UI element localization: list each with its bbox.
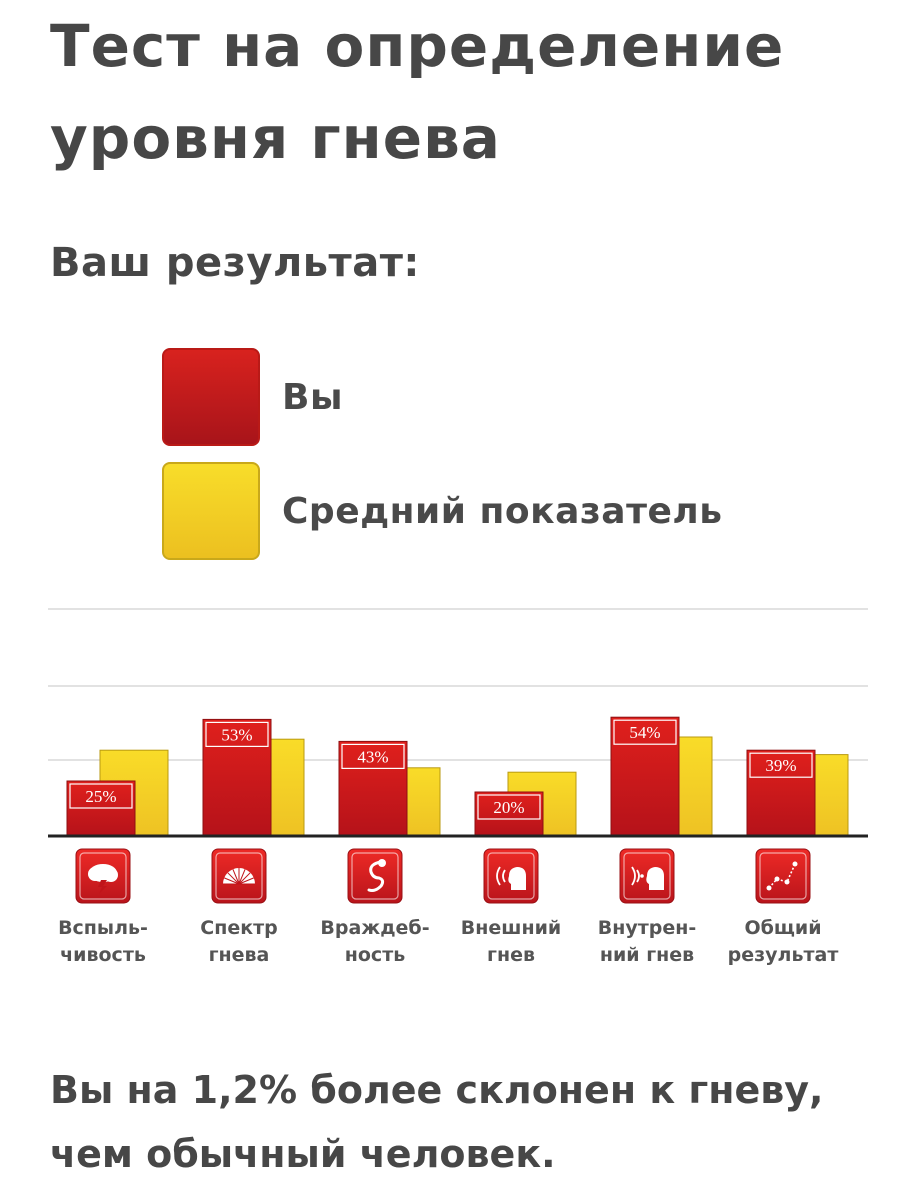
bar-you	[202, 718, 272, 837]
category-label: Враждеб-ность	[320, 917, 429, 966]
bar-label-box	[613, 719, 677, 745]
category-label: Внешний гнев	[461, 917, 561, 966]
data-label: 39%	[765, 756, 796, 775]
bar-chart: 25% 53% 43% 20% 54% 39% Вспыль-чивость Спектр г…	[48, 608, 868, 966]
bar-label-box	[69, 783, 133, 809]
inner-voice-head-icon	[619, 848, 675, 904]
bar-label-box	[477, 794, 541, 820]
data-label: 43%	[357, 747, 388, 766]
anger-spectrum-icon	[211, 848, 267, 904]
storm-cloud-icon	[75, 848, 131, 904]
legend-label-average: Средний показатель	[282, 490, 723, 532]
data-label: 20%	[493, 798, 524, 817]
bar-you	[338, 740, 408, 837]
chart-legend: Вы Средний показатель	[162, 346, 723, 574]
legend-item-you: Вы	[162, 346, 723, 448]
legend-item-average: Средний показатель	[162, 460, 723, 562]
category-label: Вспыль-чивость	[58, 917, 148, 966]
data-label: 25%	[85, 787, 116, 806]
category-label: Внутрен-ний гнев	[598, 917, 697, 966]
bar-label-box	[205, 721, 269, 748]
result-heading: Ваш результат:	[50, 240, 420, 286]
overall-graph-icon	[755, 848, 811, 904]
data-label: 53%	[221, 725, 252, 744]
legend-swatch-you	[162, 348, 260, 446]
bar-you	[746, 749, 816, 837]
bar-label-box	[341, 743, 405, 769]
shouting-head-icon	[483, 848, 539, 904]
result-summary: Вы на 1,2% более склонен к гневу, чем об…	[50, 1068, 824, 1176]
legend-label-you: Вы	[282, 376, 343, 418]
category-label: Спектр гнева	[200, 917, 277, 966]
data-label: 54%	[629, 723, 660, 742]
bar-you	[474, 791, 544, 837]
snake-icon	[347, 848, 403, 904]
category-label: Общий результат	[728, 917, 839, 966]
page-title: Тест на определение уровня гнева	[50, 12, 785, 172]
bar-label-box	[749, 752, 813, 778]
bar-you	[610, 716, 680, 837]
legend-swatch-average	[162, 462, 260, 560]
